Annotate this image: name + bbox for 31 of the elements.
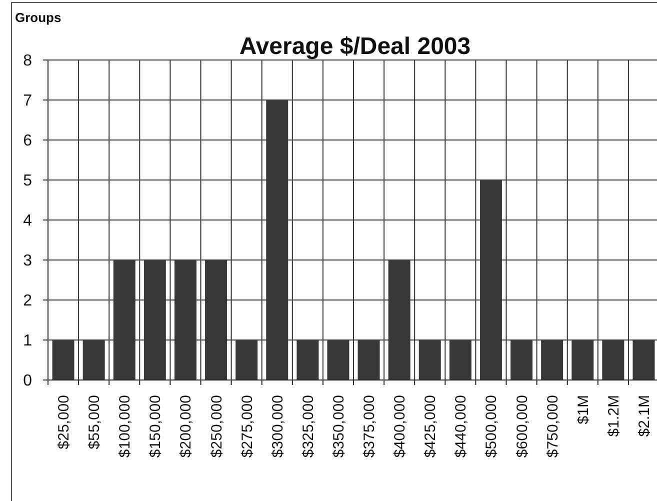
y-tick-label: 3 [23, 252, 32, 270]
x-tick-label: $150,000 [147, 395, 164, 458]
y-tick-label: 5 [23, 172, 32, 190]
x-tick-label: $275,000 [238, 395, 256, 458]
x-tick-label: $2.1M [636, 395, 653, 437]
y-axis-title: Groups [15, 10, 62, 25]
x-tick-label: $300,000 [269, 395, 286, 458]
x-tick-label: $500,000 [483, 395, 500, 458]
x-tick-label: $400,000 [392, 395, 409, 458]
x-tick-label: $440,000 [452, 395, 470, 458]
x-tick-label: $100,000 [116, 395, 134, 458]
y-tick-label: 8 [23, 52, 32, 70]
x-tick-label: $25,000 [56, 395, 73, 450]
y-tick-label: 0 [23, 372, 32, 390]
x-tick-label: $250,000 [208, 395, 226, 458]
y-tick-label: 2 [23, 292, 32, 310]
x-tick-label: $325,000 [300, 395, 317, 458]
x-tick-label: $750,000 [544, 395, 562, 458]
chart-title: Average $/Deal 2003 [239, 33, 471, 60]
x-tick-label: $425,000 [422, 395, 440, 458]
x-tick-label: $200,000 [178, 395, 195, 458]
x-tick-label: $1M [574, 395, 592, 424]
x-tick-label: $55,000 [86, 395, 104, 450]
y-tick-label: 4 [23, 212, 32, 230]
y-tick-label: 7 [23, 92, 32, 110]
x-tick-label: $600,000 [514, 395, 531, 458]
y-tick-label: 1 [23, 332, 32, 350]
y-tick-label: 6 [23, 132, 32, 150]
x-tick-label: $375,000 [361, 395, 378, 458]
x-tick-label: $1.2M [605, 395, 622, 437]
x-tick-label: $350,000 [330, 395, 348, 458]
